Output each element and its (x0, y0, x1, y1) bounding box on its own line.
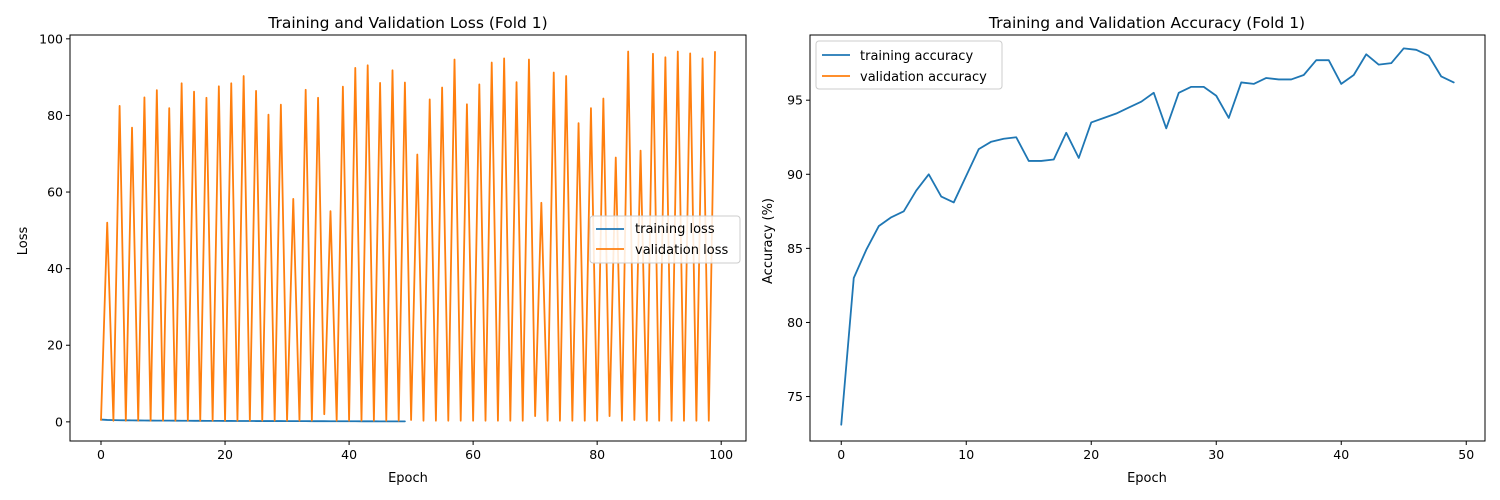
loss-x-tick-label: 40 (341, 447, 357, 462)
accuracy-y-tick-label: 80 (787, 315, 803, 330)
accuracy-chart-title: Training and Validation Accuracy (Fold 1… (988, 14, 1305, 32)
loss-y-tick-label: 40 (47, 261, 63, 276)
loss-y-axis-label: Loss (16, 227, 31, 256)
loss-legend-box (589, 215, 741, 264)
loss-y-tick-label: 20 (47, 338, 63, 353)
loss-y-tick-label: 80 (47, 108, 63, 123)
accuracy-x-tick-label: 10 (958, 447, 974, 462)
accuracy-x-axis-label: Epoch (1127, 471, 1167, 486)
loss-y-tick-label: 60 (47, 185, 63, 200)
loss-legend-label-training: training loss (635, 222, 715, 237)
loss-x-tick-label: 60 (465, 447, 481, 462)
accuracy-chart: Training and Validation Accuracy (Fold 1… (761, 14, 1486, 486)
loss-y-tick-label: 100 (39, 31, 63, 46)
accuracy-plot-frame (809, 34, 1486, 442)
loss-chart-title: Training and Validation Loss (Fold 1) (267, 14, 547, 32)
loss-x-tick-label: 20 (217, 447, 233, 462)
accuracy-ticks: 0 10 20 30 40 50 75 80 85 90 95 (787, 93, 1474, 462)
loss-x-tick-label: 0 (97, 447, 105, 462)
accuracy-y-tick-label: 85 (787, 241, 803, 256)
accuracy-x-tick-label: 40 (1333, 447, 1349, 462)
accuracy-legend-box (815, 40, 1003, 90)
loss-series-line-0 (100, 418, 406, 423)
accuracy-legend-label-training: training accuracy (860, 49, 973, 64)
loss-ticks: 0 20 40 60 80 100 0 20 40 60 80 100 (39, 31, 733, 462)
accuracy-legend: training accuracy validation accuracy (815, 40, 1003, 90)
loss-lines (100, 50, 716, 423)
accuracy-x-tick-label: 20 (1083, 447, 1099, 462)
accuracy-lines (840, 47, 1455, 426)
accuracy-y-axis-label: Accuracy (%) (761, 198, 776, 284)
accuracy-y-tick-label: 95 (787, 93, 803, 108)
accuracy-x-tick-label: 0 (837, 447, 845, 462)
accuracy-series-line-0 (840, 47, 1455, 426)
loss-plot-frame (69, 34, 747, 442)
accuracy-x-tick-label: 30 (1208, 447, 1224, 462)
loss-chart: Training and Validation Loss (Fold 1) Ep… (16, 14, 747, 486)
accuracy-legend-label-validation: validation accuracy (860, 70, 987, 85)
loss-y-tick-label: 0 (55, 414, 63, 429)
loss-x-tick-label: 100 (709, 447, 733, 462)
loss-x-tick-label: 80 (589, 447, 605, 462)
loss-legend-label-validation: validation loss (635, 243, 728, 258)
loss-x-axis-label: Epoch (388, 471, 428, 486)
accuracy-y-tick-label: 75 (787, 389, 803, 404)
loss-series-line-1 (100, 50, 716, 422)
accuracy-x-tick-label: 50 (1458, 447, 1474, 462)
accuracy-y-tick-label: 90 (787, 167, 803, 182)
loss-legend: training loss validation loss (589, 215, 741, 264)
